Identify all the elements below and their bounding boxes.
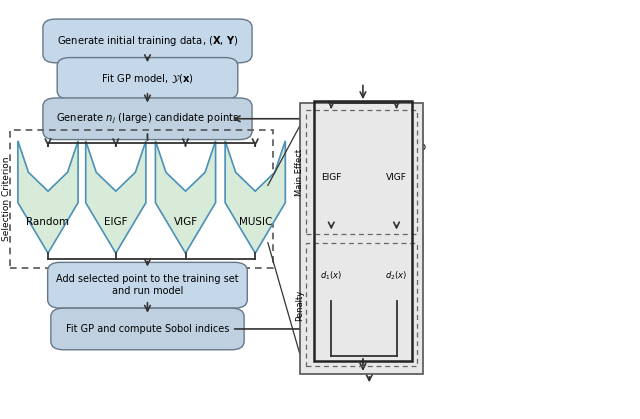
Text: Selection Criterion: Selection Criterion (2, 157, 11, 241)
Text: Main Effect: Main Effect (295, 148, 304, 196)
Polygon shape (371, 210, 422, 301)
Text: Converged?: Converged? (340, 324, 398, 334)
Polygon shape (86, 141, 146, 253)
Polygon shape (305, 210, 357, 301)
Bar (314, 101, 412, 362)
Bar (306, 243, 417, 366)
Text: Penalty: Penalty (295, 290, 304, 321)
FancyBboxPatch shape (47, 262, 247, 308)
Polygon shape (18, 141, 78, 253)
Polygon shape (371, 112, 422, 203)
Polygon shape (225, 141, 285, 253)
Text: Fit GP and compute Sobol indices: Fit GP and compute Sobol indices (66, 324, 229, 334)
Text: Generate initial training data, ($\mathbf{X}$, $\mathbf{Y}$): Generate initial training data, ($\mathb… (57, 34, 238, 48)
Text: Add selected point to the training set
and run model: Add selected point to the training set a… (56, 274, 239, 296)
Text: VIGF: VIGF (386, 173, 407, 182)
FancyBboxPatch shape (51, 308, 244, 350)
FancyBboxPatch shape (43, 19, 252, 63)
Text: EIGF: EIGF (321, 173, 342, 182)
Text: $d_2(x)$: $d_2(x)$ (385, 269, 408, 282)
Text: Fit GP model, $\mathcal{Y}(\mathbf{x})$: Fit GP model, $\mathcal{Y}(\mathbf{x})$ (101, 72, 194, 85)
Bar (306, 110, 417, 235)
Text: Yes: Yes (374, 345, 390, 355)
Text: Generate $n_j$ (large) candidate points: Generate $n_j$ (large) candidate points (56, 111, 239, 126)
Text: Done: Done (355, 366, 384, 376)
Text: VIGF: VIGF (173, 217, 198, 227)
FancyBboxPatch shape (320, 308, 419, 350)
Text: No: No (412, 142, 426, 152)
Polygon shape (156, 141, 216, 253)
Text: MUSIC: MUSIC (239, 217, 272, 227)
Text: Random: Random (26, 217, 70, 227)
FancyBboxPatch shape (43, 98, 252, 140)
Text: $d_1(x)$: $d_1(x)$ (320, 269, 342, 282)
FancyBboxPatch shape (57, 57, 238, 99)
Bar (10, 130, 273, 268)
Bar (300, 103, 423, 374)
Polygon shape (305, 112, 357, 203)
Text: EIGF: EIGF (104, 217, 127, 227)
